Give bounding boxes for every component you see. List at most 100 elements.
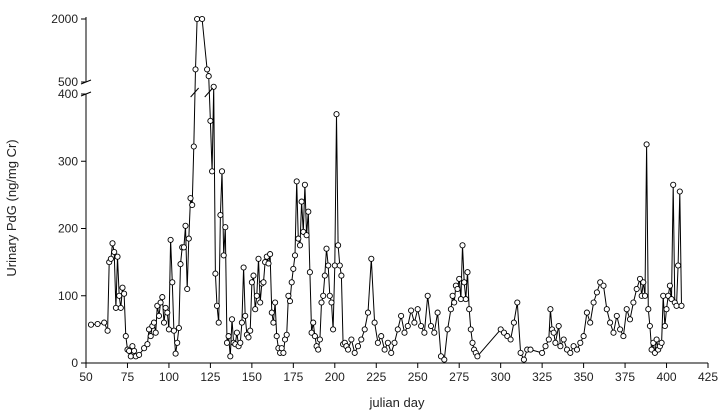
data-point <box>633 285 640 293</box>
data-point <box>670 181 677 188</box>
data-point <box>291 252 299 259</box>
data-point <box>411 319 418 326</box>
x-tick-label: 50 <box>79 370 93 384</box>
x-tick-label: 350 <box>574 370 594 384</box>
data-point <box>451 299 458 306</box>
data-point <box>150 319 158 326</box>
data-point <box>117 304 124 311</box>
data-point <box>194 15 201 23</box>
data-point <box>587 319 594 326</box>
data-point <box>228 316 236 323</box>
data-point <box>144 341 151 348</box>
data-point <box>119 284 126 291</box>
labels: julian day Urinary PdG (ng/mg Cr) <box>4 139 425 410</box>
data-point <box>338 272 345 279</box>
x-tick-label: 375 <box>615 370 635 384</box>
data-point <box>364 309 372 316</box>
data-point <box>517 349 524 356</box>
data-point <box>290 265 297 272</box>
y-tick-label: 300 <box>58 154 78 168</box>
data-point <box>434 309 441 316</box>
series-break-mark <box>190 87 200 98</box>
data-point <box>325 262 332 269</box>
data-point <box>593 289 600 296</box>
data-point <box>326 292 333 299</box>
data-point <box>250 272 257 279</box>
data-point <box>610 329 617 336</box>
x-tick-label: 200 <box>325 370 345 384</box>
data-point <box>600 282 607 289</box>
data-point <box>441 356 448 363</box>
x-tick-label: 125 <box>200 370 220 384</box>
data-point <box>260 279 267 286</box>
data-point <box>421 329 428 336</box>
data-point <box>301 181 308 188</box>
data-point <box>358 336 365 343</box>
data-point <box>542 343 549 350</box>
data-point <box>331 262 338 269</box>
data-point <box>378 333 385 340</box>
data-point <box>336 262 343 269</box>
data-point <box>215 319 222 326</box>
data-point <box>398 312 405 319</box>
data-point <box>204 66 211 73</box>
data-point <box>456 275 463 282</box>
data-point <box>121 290 128 297</box>
data-point <box>199 15 206 23</box>
data-point <box>192 66 199 73</box>
data-point <box>653 336 660 343</box>
data-point <box>225 333 232 340</box>
data-point <box>288 279 295 286</box>
y-tick-label: 400 <box>58 87 78 101</box>
data-point <box>185 235 192 242</box>
data-point <box>469 339 476 346</box>
data-point <box>107 255 114 262</box>
x-tick-label: 75 <box>121 370 135 384</box>
data-point <box>126 347 133 354</box>
x-tick-label: 100 <box>159 370 179 384</box>
data-point <box>673 302 680 309</box>
data-point <box>676 188 683 195</box>
data-point <box>348 336 355 343</box>
y-tick-label: 0 <box>71 356 78 370</box>
data-point <box>87 321 95 328</box>
data-point <box>394 326 401 333</box>
data-point <box>184 285 191 293</box>
data-point <box>391 339 398 346</box>
data-point <box>152 329 159 336</box>
data-point <box>418 322 425 330</box>
data-point <box>293 178 300 185</box>
data-point <box>157 299 164 306</box>
data-point <box>461 279 468 286</box>
data-point <box>280 349 287 356</box>
data-point <box>613 312 620 319</box>
data-point <box>514 299 521 306</box>
data-point <box>623 306 630 313</box>
data-point <box>641 292 649 299</box>
data-point <box>240 264 247 271</box>
data-point <box>345 346 352 353</box>
data-point <box>646 322 653 330</box>
y-tick-label: 100 <box>58 289 78 303</box>
data-point <box>257 299 264 306</box>
data-point <box>170 327 177 334</box>
data-point <box>305 208 312 215</box>
data-point <box>590 299 597 306</box>
axes: 50 75 100 125 150 175 200 225 250 275 300 325 350 375… <box>51 12 718 384</box>
data-point <box>248 279 255 286</box>
data-point <box>643 141 650 148</box>
data-point <box>147 333 154 340</box>
data-point <box>404 322 411 330</box>
data-point <box>557 343 564 350</box>
data-point <box>474 353 481 360</box>
data-point <box>414 306 421 313</box>
data-point <box>520 356 527 363</box>
data-point <box>310 319 317 326</box>
data-point <box>131 347 138 354</box>
data-point <box>580 333 587 340</box>
data-point <box>104 327 111 334</box>
data-point <box>351 349 358 356</box>
data-point <box>573 346 581 353</box>
data-point <box>255 255 262 262</box>
data-point <box>583 309 590 316</box>
